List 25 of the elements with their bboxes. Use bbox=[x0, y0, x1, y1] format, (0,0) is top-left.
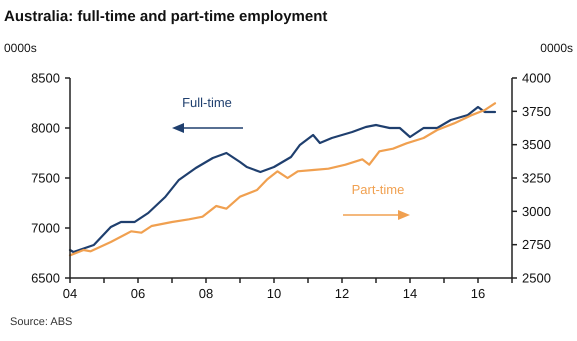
chart-title: Australia: full-time and part-time employment bbox=[4, 8, 328, 25]
x-tick-label: 12 bbox=[334, 286, 350, 301]
y-axis-title: 0000s bbox=[4, 41, 37, 55]
text: Full-time bbox=[182, 95, 232, 110]
y-tick-label: 7500 bbox=[31, 170, 60, 186]
y2-tick-label: 3500 bbox=[522, 137, 551, 152]
y-tick-label: 7000 bbox=[31, 220, 60, 236]
series-label: Part-time bbox=[352, 182, 404, 197]
y-tick-label: 8500 bbox=[31, 70, 60, 86]
y-tick-label: 6500 bbox=[31, 270, 60, 286]
x-tick-label: 14 bbox=[402, 286, 418, 301]
y2-tick-label: 3000 bbox=[522, 204, 551, 219]
x-tick-label: 06 bbox=[130, 286, 146, 301]
y2-tick-label: 2750 bbox=[522, 237, 551, 252]
y-tick-label: 8000 bbox=[31, 120, 60, 136]
y2-tick-label: 3250 bbox=[522, 170, 551, 186]
source-note: Source: ABS bbox=[10, 316, 72, 328]
x-tick-label: 10 bbox=[266, 286, 282, 301]
y2-tick-label: 3750 bbox=[522, 104, 551, 119]
x-tick-label: 04 bbox=[62, 286, 78, 301]
x-tick-label: 16 bbox=[470, 286, 486, 301]
y2-tick-label: 4000 bbox=[522, 70, 551, 86]
y2-tick-label: 2500 bbox=[522, 270, 551, 286]
y2-axis-title: 0000s bbox=[540, 41, 573, 55]
x-tick-label: 08 bbox=[198, 286, 214, 301]
